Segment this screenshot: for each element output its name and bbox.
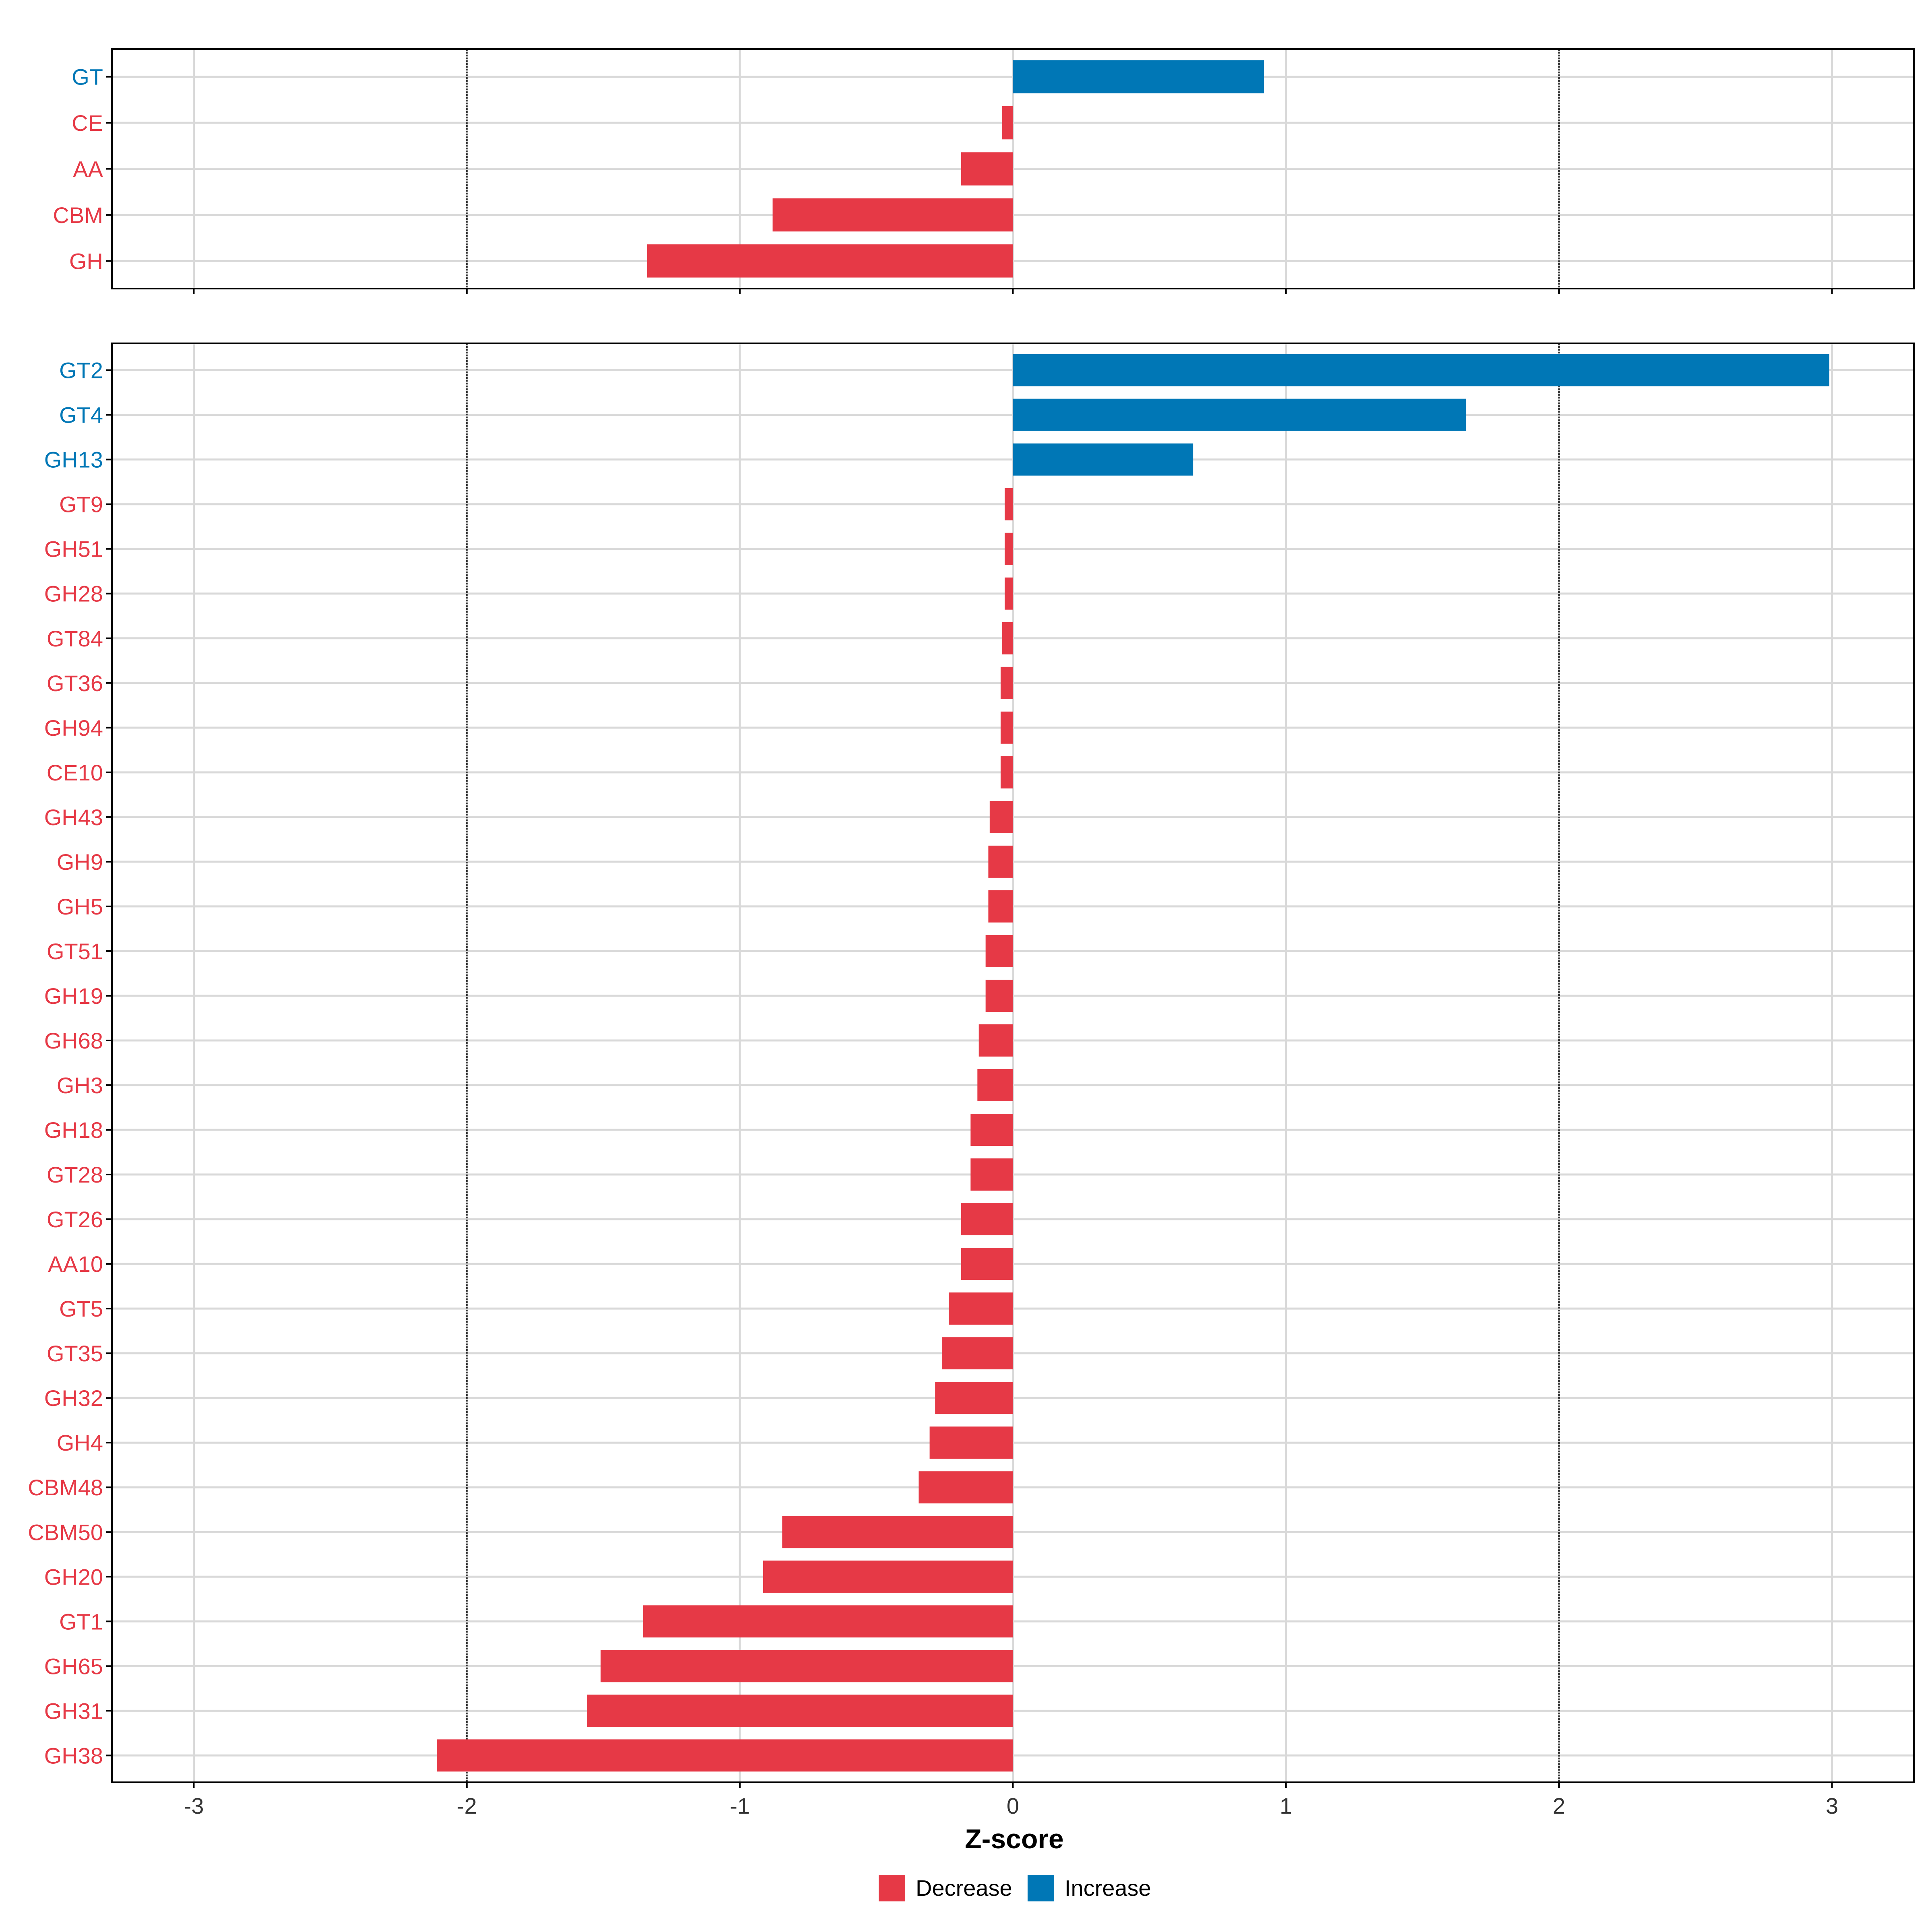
bar-gt2 [1013,354,1829,386]
bar-gh4 [929,1426,1013,1459]
bar-gt4 [1013,398,1466,431]
legend-label-increase: Increase [1065,1875,1151,1901]
bar-gh38 [437,1739,1013,1772]
y-tick-label-gh5: GH5 [57,894,103,919]
x-axis-title: Z-score [965,1824,1064,1854]
y-tick-label-gt: GT [72,64,103,90]
bar-gh32 [935,1382,1013,1414]
y-tick-label-gh28: GH28 [44,581,103,607]
y-tick-label-gh19: GH19 [44,983,103,1009]
y-tick-label-gt36: GT36 [47,671,103,696]
y-tick-label-gt35: GT35 [47,1341,103,1366]
y-tick-label-gt84: GT84 [47,626,103,651]
bar-gh19 [985,979,1013,1012]
y-tick-label-gh31: GH31 [44,1698,103,1724]
y-tick-label-gt26: GT26 [47,1207,103,1232]
y-tick-label-gh94: GH94 [44,715,103,741]
bar-gh18 [970,1114,1013,1146]
y-tick-label-ce: CE [72,110,103,136]
y-tick-label-gh9: GH9 [57,849,103,875]
x-tick-label: 3 [1826,1793,1838,1818]
x-tick-label: 0 [1007,1793,1019,1818]
bar-gt51 [985,935,1013,967]
y-tick-label-gh3: GH3 [57,1073,103,1098]
y-tick-label-gt4: GT4 [59,402,103,428]
bar-gh94 [1000,711,1013,744]
x-tick-label: 1 [1280,1793,1292,1818]
bar-gh9 [988,845,1013,878]
bar-gt [1013,60,1264,93]
bar-gt5 [949,1292,1013,1325]
bar-gh28 [1005,577,1013,610]
bar-gh43 [989,801,1013,833]
y-tick-label-gh4: GH4 [57,1430,103,1455]
y-tick-label-gh18: GH18 [44,1117,103,1143]
x-tick-label: -3 [184,1793,204,1818]
y-tick-label-gt2: GT2 [59,358,103,383]
bar-gh65 [601,1650,1013,1682]
bar-gt35 [942,1337,1013,1370]
y-tick-label-gh65: GH65 [44,1653,103,1679]
y-tick-label-cbm: CBM [53,202,103,228]
bar-ce10 [1000,756,1013,788]
bar-gh3 [977,1069,1013,1101]
bar-gh31 [587,1695,1013,1727]
legend: Decrease Increase [879,1875,1151,1901]
top-panel: GT CE AA CBM GH [53,48,1915,294]
bar-gh5 [988,890,1013,923]
bar-gt9 [1005,488,1013,520]
x-tick-label: -1 [730,1793,750,1818]
y-tick-label-aa10: AA10 [48,1251,103,1277]
bar-gh20 [763,1560,1013,1593]
x-tick-label: 2 [1553,1793,1565,1818]
y-tick-label-gt9: GT9 [59,492,103,517]
bar-gh13 [1013,443,1193,476]
y-tick-label-gt5: GT5 [59,1296,103,1321]
bar-cbm [772,198,1013,232]
bar-aa10 [961,1248,1013,1280]
y-tick-label-gt1: GT1 [59,1609,103,1634]
y-tick-label-cbm48: CBM48 [28,1475,103,1500]
y-tick-label-cbm50: CBM50 [28,1519,103,1545]
bar-cbm50 [782,1516,1013,1548]
y-tick-label-aa: AA [73,157,103,182]
bar-gt28 [970,1158,1013,1191]
bar-gt36 [1000,667,1013,699]
y-tick-label-gh13: GH13 [44,447,103,473]
y-tick-label-gh51: GH51 [44,537,103,562]
bar-gt84 [1002,622,1013,654]
bottom-panel: GT2GT4GH13GT9GH51GH28GT84GT36GH94CE10GH4… [28,343,1915,1818]
bar-gt1 [643,1605,1013,1638]
legend-swatch-increase [1028,1875,1054,1901]
y-tick-label-gt28: GT28 [47,1162,103,1187]
legend-swatch-decrease [879,1875,905,1901]
legend-label-decrease: Decrease [916,1875,1012,1901]
y-tick-label-gh43: GH43 [44,805,103,830]
bar-aa [961,152,1013,186]
x-tick-label: -2 [457,1793,477,1818]
y-tick-label-gh32: GH32 [44,1385,103,1411]
y-tick-label-gh38: GH38 [44,1743,103,1768]
y-tick-label-gt51: GT51 [47,939,103,964]
y-tick-label-gh68: GH68 [44,1028,103,1053]
bar-gt26 [961,1203,1013,1236]
bar-gh68 [978,1024,1013,1057]
bar-gh51 [1005,533,1013,565]
bar-gh [647,244,1013,278]
y-tick-label-gh: GH [69,248,103,274]
bar-ce [1002,106,1013,140]
bar-cbm48 [919,1471,1013,1504]
y-tick-label-gh20: GH20 [44,1564,103,1589]
y-tick-label-ce10: CE10 [47,760,103,785]
